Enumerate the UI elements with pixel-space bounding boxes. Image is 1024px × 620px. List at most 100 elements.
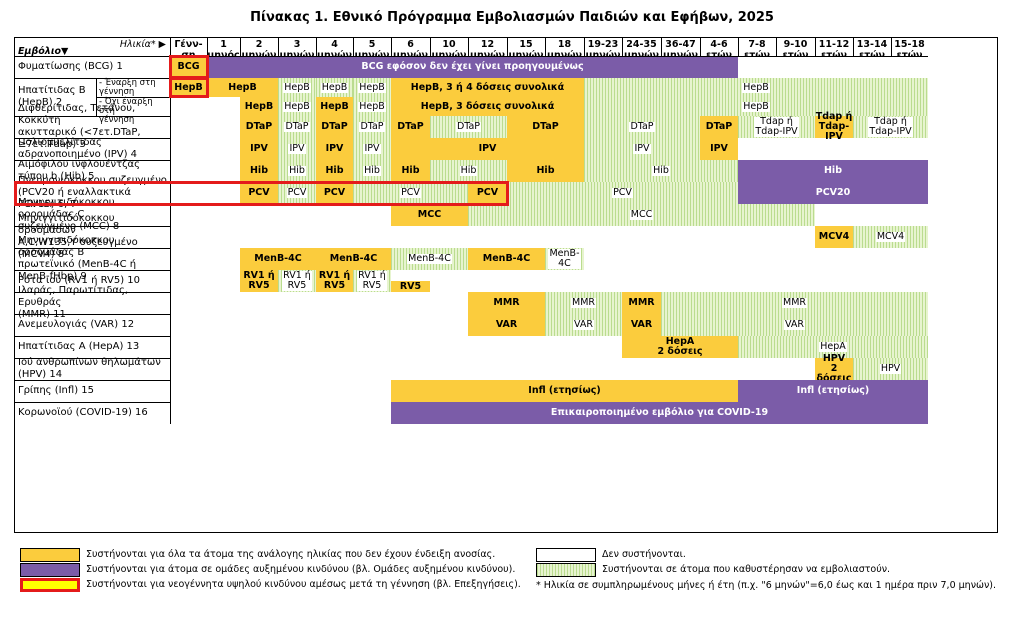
column-header: 9-10 ετών xyxy=(782,39,808,61)
schedule-cell: Infl (ετησίως) xyxy=(391,380,738,402)
schedule-cell-text: MenB-4C xyxy=(329,253,378,264)
grid-line xyxy=(15,138,170,139)
schedule-cell-text: VAR xyxy=(573,319,594,330)
schedule-cell: HepB xyxy=(316,78,353,97)
schedule-cell xyxy=(738,56,928,78)
schedule-cell: MCC xyxy=(391,204,468,226)
column-header: 5 μηνών xyxy=(355,39,390,61)
schedule-cell xyxy=(170,402,391,424)
schedule-cell: MenB- 4C xyxy=(545,248,584,270)
schedule-cell: BCG εφόσον δεν έχει γίνει προηγουμένως xyxy=(207,56,738,78)
schedule-cell-text: Επικαιροποιημένο εμβόλιο για COVID-19 xyxy=(550,407,769,418)
schedule-cell-text: DTaP xyxy=(321,121,348,132)
schedule-cell-text: HepB xyxy=(742,100,770,112)
schedule-cell xyxy=(170,138,240,160)
schedule-cell-text: BCG εφόσον δεν έχει γίνει προηγουμένως xyxy=(361,61,584,72)
schedule-cell-text: PCV xyxy=(323,187,346,198)
schedule-cell-text: PCV xyxy=(248,187,270,198)
schedule-cell: Hib xyxy=(353,160,391,182)
column-header: 10 μηνών xyxy=(432,39,467,61)
schedule-cell: MMR xyxy=(622,292,661,314)
schedule-cell: IPV xyxy=(353,138,391,160)
schedule-cell: MCC xyxy=(468,204,815,226)
schedule-cell-text: Hib xyxy=(288,165,306,176)
grid-line xyxy=(853,38,854,56)
schedule-cell-text: MCC xyxy=(629,209,654,220)
schedule-cell: Infl (ετησίως) xyxy=(738,380,928,402)
schedule-cell: HPV xyxy=(853,358,928,380)
schedule-cell: Hib xyxy=(738,160,928,182)
grid-line xyxy=(15,292,170,293)
schedule-cell: MCV4 xyxy=(853,226,928,248)
schedule-cell: Hib xyxy=(430,160,507,182)
vaccine-row-label: Διφθερίτιδας, Τετάνου, Κοκκύτη ακυτταρικ… xyxy=(18,103,141,150)
schedule-cell-text: IPV xyxy=(325,143,344,154)
grid-line xyxy=(207,38,208,56)
schedule-cell-text: Hib xyxy=(652,165,670,176)
column-header: 2 μηνών xyxy=(242,39,277,61)
grid-line xyxy=(15,160,170,161)
vaccine-row-label: Ρότα ιού (RV1 ή RV5) 10 xyxy=(18,275,141,286)
grid-line xyxy=(815,38,816,56)
schedule-cell: HepB xyxy=(278,78,316,97)
vaccine-row-label: Μηνιγγιτιδόκοκκου οροομάδας Β πρωτεϊνικό… xyxy=(18,235,137,282)
schedule-cell-text: DTaP xyxy=(455,121,482,132)
vaccine-row-label: Αιμόφιλου ινφλουέντζας τύπου b (Hib) 5 xyxy=(18,159,140,182)
schedule-cell-text: Infl (ετησίως) xyxy=(528,385,601,396)
schedule-cell-text: IPV xyxy=(478,143,497,154)
schedule-cell: MMR xyxy=(468,292,545,314)
schedule-cell: RV5 xyxy=(391,281,430,292)
grid-line xyxy=(545,38,546,56)
schedule-cell-text: MenB- 4C xyxy=(548,248,581,269)
schedule-cell-text: RV1 ή RV5 xyxy=(282,270,312,291)
schedule-cell-text: DTaP xyxy=(397,121,424,132)
schedule-cell xyxy=(170,97,240,116)
schedule-cell: PCV xyxy=(278,182,316,204)
schedule-cell: Hib xyxy=(391,160,430,182)
grid-line xyxy=(240,38,241,56)
schedule-cell: IPV xyxy=(316,138,353,160)
schedule-cell: HepB xyxy=(278,97,316,116)
schedule-cell-text: DTaP xyxy=(245,121,273,132)
vaccination-schedule-table: Ηλικία* ▶Εμβόλιο▼Γένν- ση1 μηνός2 μηνών3… xyxy=(14,37,998,533)
hepb-sub-label: - Όχι έναρξη στη γέννηση xyxy=(99,97,153,125)
column-header: 24-35 μηνών xyxy=(624,39,659,61)
schedule-cell: DTaP xyxy=(278,116,316,138)
header-corner: Ηλικία* ▶ Εμβόλιο▼ xyxy=(15,38,170,57)
grid-line xyxy=(776,38,777,56)
schedule-cell xyxy=(170,336,622,358)
schedule-cell: PCV xyxy=(316,182,353,204)
vaccine-row-label: Ιού ανθρωπίνων θηλωμάτων (HPV) 14 xyxy=(18,357,161,380)
schedule-cell: PCV xyxy=(240,182,278,204)
vaccine-header-label: Εμβόλιο▼ xyxy=(18,46,69,57)
schedule-cell: IPV xyxy=(278,138,316,160)
schedule-cell-text: RV1 ή RV5 xyxy=(243,270,275,291)
schedule-cell-text: RV5 xyxy=(399,280,422,292)
schedule-cell: VAR xyxy=(545,314,622,336)
column-header: Γένν- ση xyxy=(174,39,203,61)
schedule-cell-text: Tdap ή Tdap- IPV xyxy=(815,111,853,142)
schedule-cell: HepB xyxy=(584,97,928,116)
schedule-cell xyxy=(170,160,240,182)
legend-swatch xyxy=(536,563,596,577)
column-header: 19-23 μηνών xyxy=(586,39,621,61)
schedule-cell: IPV xyxy=(240,138,278,160)
schedule-cell-text: HepB xyxy=(283,100,311,112)
schedule-cell: HPV 2 δόσεις xyxy=(815,354,853,384)
schedule-cell: VAR xyxy=(468,314,545,336)
schedule-cell-text: IPV xyxy=(633,143,651,154)
schedule-cell: Tdap ή Tdap- IPV xyxy=(815,112,853,142)
schedule-cell: PCV20 xyxy=(738,182,928,204)
schedule-cell xyxy=(170,204,391,226)
schedule-cell-text: IPV xyxy=(250,143,268,154)
schedule-cell-text: MCC xyxy=(417,209,442,220)
schedule-cell-text: Hib xyxy=(823,165,842,176)
grid-line xyxy=(96,78,97,116)
schedule-cell: HepB xyxy=(353,97,391,116)
grid-line xyxy=(316,38,317,56)
grid-line xyxy=(170,38,171,424)
age-header-label: Ηλικία* ▶ xyxy=(119,39,166,50)
schedule-cell: MMR xyxy=(661,292,928,314)
schedule-cell-text: VAR xyxy=(630,319,653,330)
schedule-cell: Tdap ή Tdap-IPV xyxy=(853,116,928,138)
